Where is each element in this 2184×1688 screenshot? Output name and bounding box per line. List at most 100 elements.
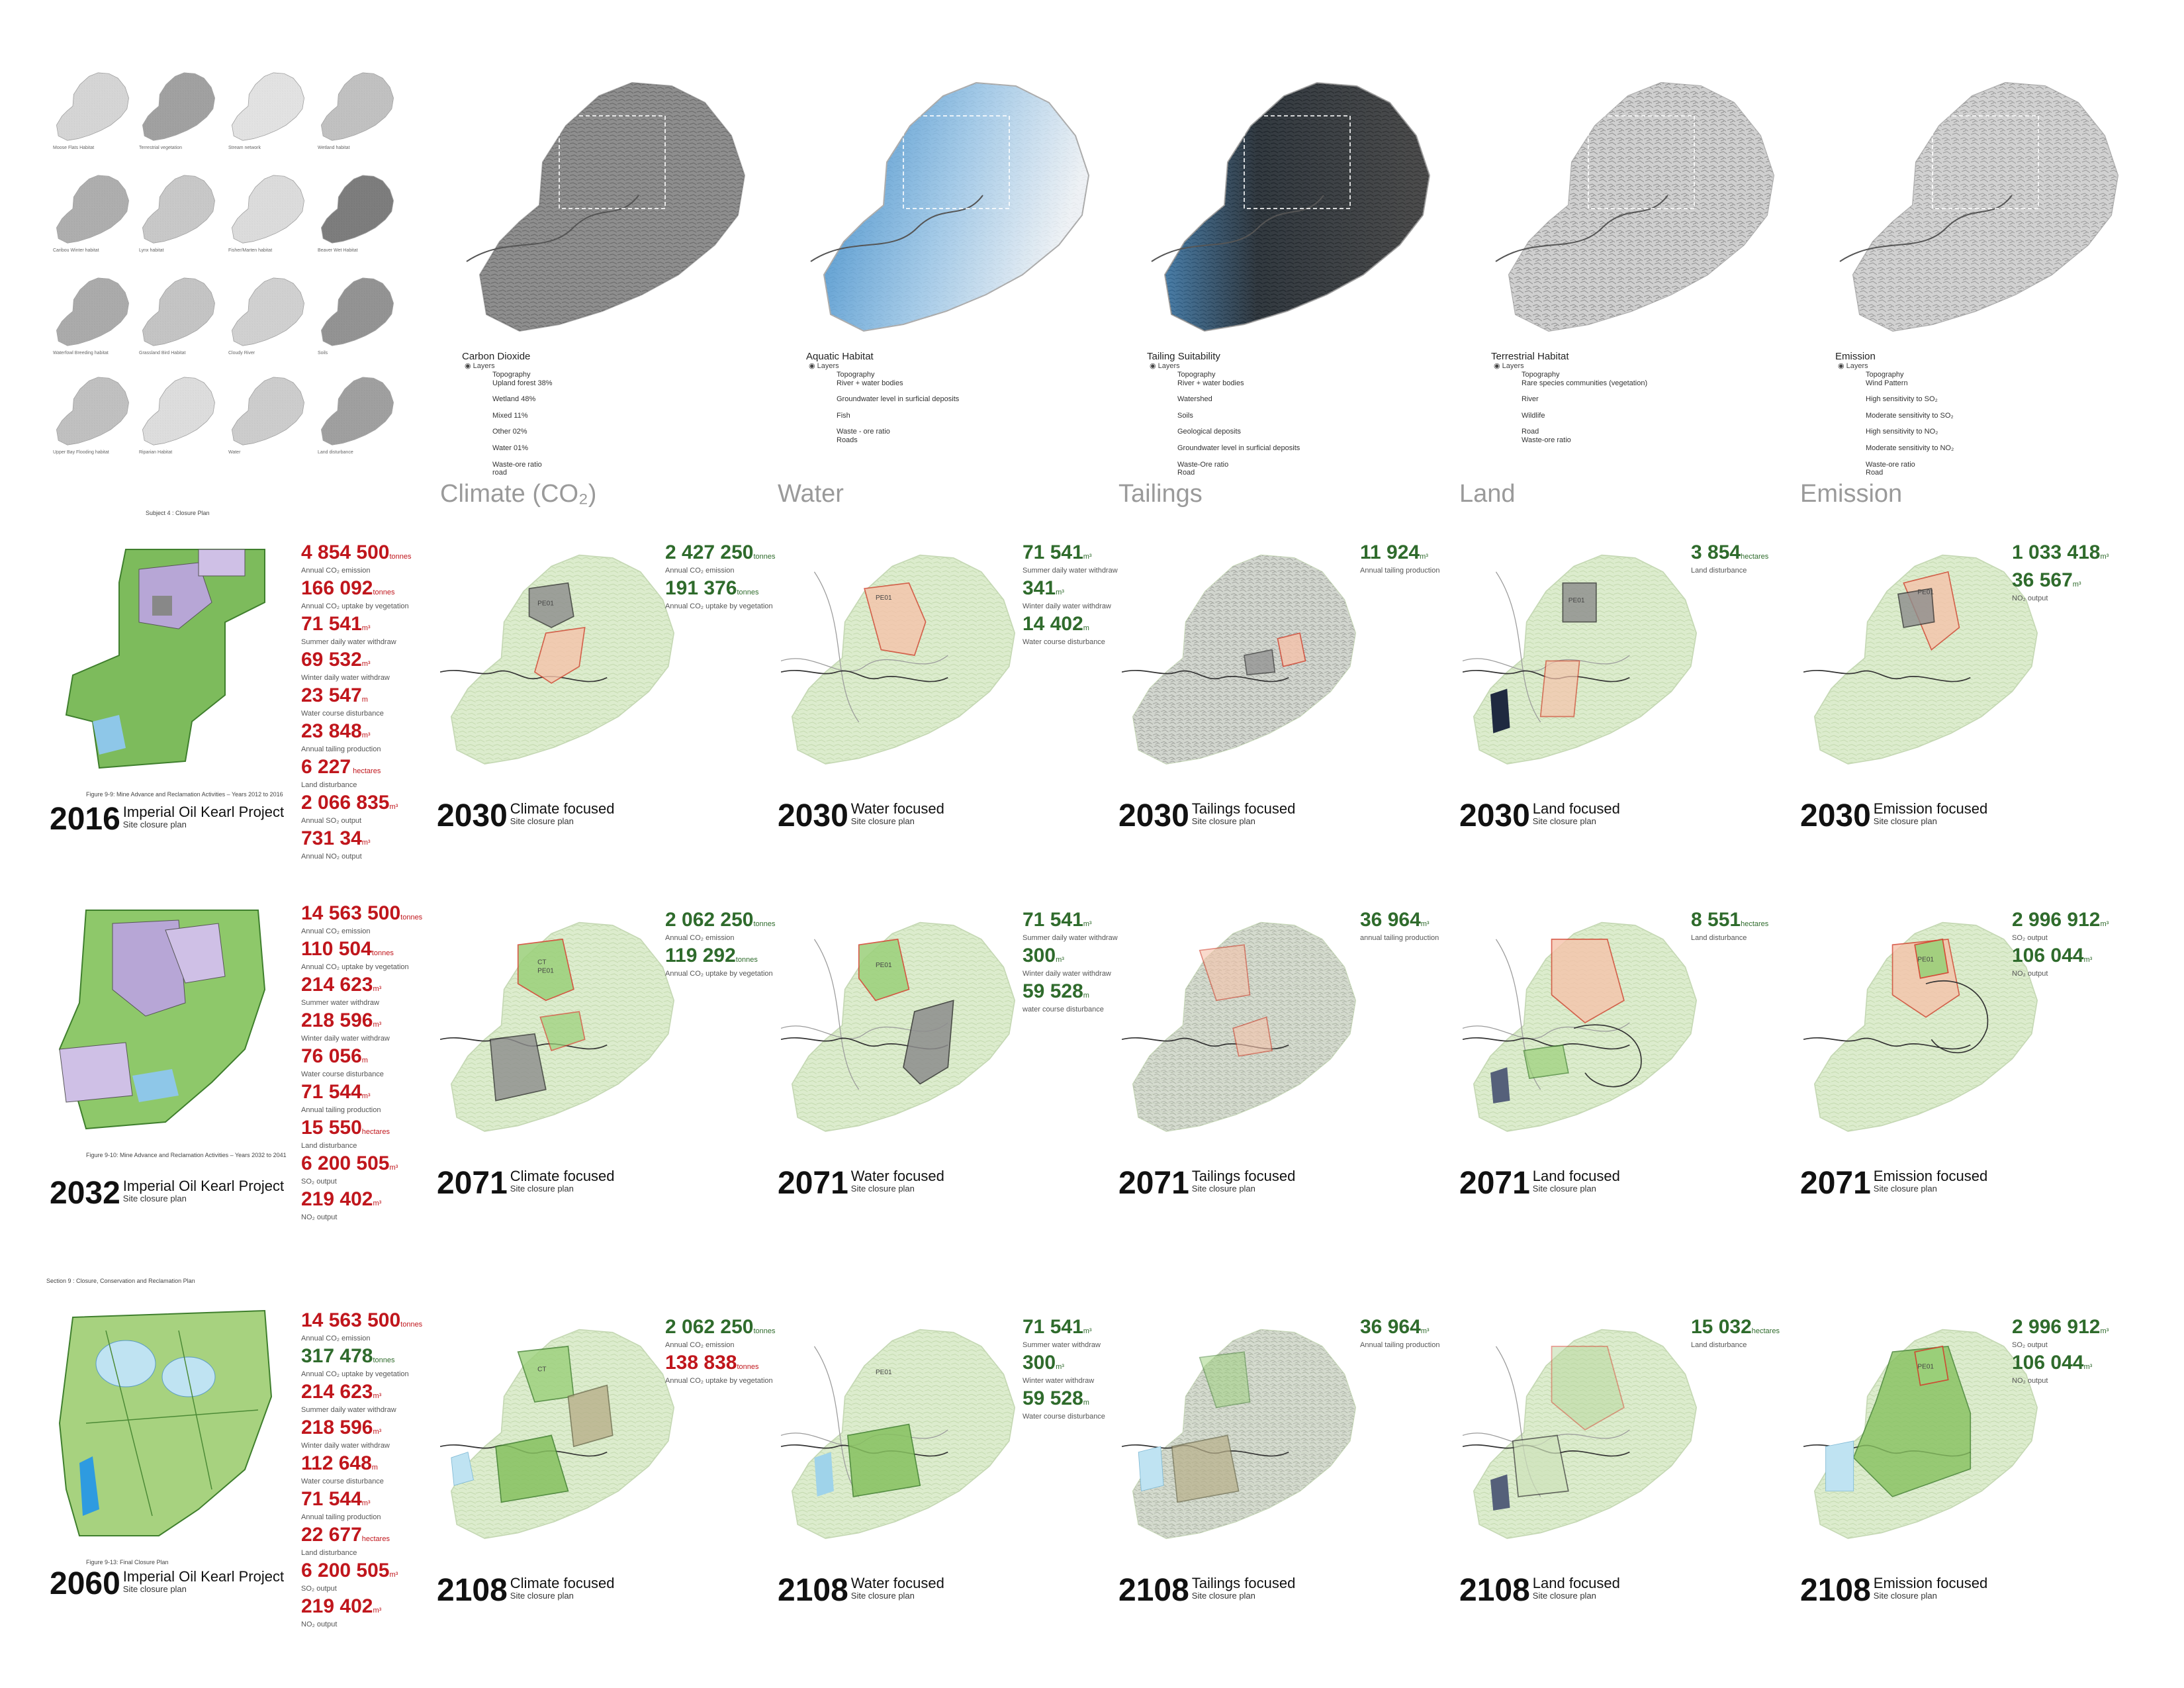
scenario-year-label: 2071 Tailings focused Site closure plan bbox=[1118, 1168, 1295, 1199]
column-title: Tailings bbox=[1118, 480, 1203, 508]
year-number: 2060 bbox=[50, 1566, 120, 1601]
scenario-title: Climate focused bbox=[510, 1575, 615, 1591]
stat-number: 23 848 bbox=[301, 720, 362, 742]
pit-label: PE01 bbox=[1917, 957, 1934, 964]
stat-number: 106 044 bbox=[2012, 1352, 2084, 1374]
scenario-map-graphic: PE01 bbox=[1463, 554, 1698, 765]
stat-number: 219 402 bbox=[301, 1595, 373, 1617]
stat-unit: m³ bbox=[361, 624, 371, 632]
scenario-map: PE01 bbox=[1803, 1297, 2048, 1562]
stat-block: 23 547m Water course disturbance bbox=[301, 686, 412, 718]
stat-block: 1 033 418m³ bbox=[2012, 543, 2109, 567]
stat-number: 59 528 bbox=[1023, 980, 1083, 1002]
legend-fine-print bbox=[837, 404, 1005, 412]
stat-number: 14 563 500 bbox=[301, 1309, 401, 1331]
stat-value: 15 032hectares bbox=[1691, 1317, 1780, 1341]
stat-value: 59 528m bbox=[1023, 1389, 1105, 1413]
pit-label: PE01 bbox=[1917, 1364, 1934, 1371]
thumbnail-caption: Beaver Wet Habitat bbox=[318, 248, 358, 253]
stat-label: Annual tailing production bbox=[1360, 567, 1440, 575]
stat-label: Annual SO₂ output bbox=[301, 817, 362, 825]
legend-layers-row: ◉ Layers bbox=[1494, 362, 1690, 371]
stat-value: 36 964m³ bbox=[1360, 910, 1439, 934]
stat-value: 14 563 500tonnes bbox=[301, 1311, 422, 1335]
layer-map bbox=[450, 63, 774, 341]
year-number: 2030 bbox=[1459, 798, 1530, 833]
stat-number: 71 541 bbox=[1023, 1316, 1083, 1338]
legend-fine-print bbox=[492, 404, 660, 412]
stat-unit: m³ bbox=[361, 1092, 371, 1100]
stat-block: 11 924m³ Annual tailing production bbox=[1360, 543, 1439, 575]
stat-number: 731 34 bbox=[301, 827, 362, 849]
stat-unit: tonnes bbox=[400, 914, 423, 921]
habitat-thumbnail: Waterfowl Breeding habitat bbox=[53, 271, 132, 364]
stat-block: 14 402m Water course disturbance bbox=[1023, 614, 1118, 647]
stat-number: 59 528 bbox=[1023, 1387, 1083, 1409]
scenario-stats: 2 996 912m³ SO₂ output 106 044m³ NO₂ output bbox=[2012, 910, 2109, 982]
year-number: 2016 bbox=[50, 802, 120, 837]
legend-item: Waste-ore ratio bbox=[492, 460, 542, 469]
stat-block: 15 550hectares Land disturbance bbox=[301, 1118, 422, 1150]
stat-label: Annual CO₂ uptake by vegetation bbox=[301, 602, 409, 610]
scenario-map-graphic bbox=[1122, 921, 1357, 1132]
scenario-title-block: Land focused Site closure plan bbox=[1533, 1168, 1620, 1194]
stat-unit: m³ bbox=[1056, 1363, 1064, 1371]
stat-value: 23 848m³ bbox=[301, 722, 412, 745]
stat-value: 219 402m³ bbox=[301, 1597, 422, 1620]
legend-items: Topography River + water bodies Watershed S… bbox=[1177, 371, 1345, 477]
scenario-title: Water focused bbox=[850, 1575, 944, 1591]
layer-map-graphic bbox=[1151, 81, 1431, 332]
legend-fine-print bbox=[1177, 387, 1345, 395]
year-number: 2030 bbox=[437, 798, 508, 833]
stat-unit: m³ bbox=[1420, 1327, 1430, 1335]
pit-label: PE01 bbox=[1569, 597, 1585, 604]
legend-item: Waste-ore ratio bbox=[1866, 460, 1915, 469]
thumbnail-map bbox=[232, 72, 304, 141]
thumbnail-caption: Caribou Winter habitat bbox=[53, 248, 99, 253]
stat-label: SO₂ output bbox=[2012, 934, 2048, 942]
year-number: 2071 bbox=[437, 1166, 508, 1201]
scenario-stats: 2 427 250tonnes Annual CO₂ emission 191 37… bbox=[665, 543, 776, 614]
scenario-title-block: Land focused Site closure plan bbox=[1533, 801, 1620, 826]
stat-label: Summer water withdraw bbox=[1023, 1341, 1101, 1349]
stat-unit: m³ bbox=[373, 1392, 382, 1400]
stat-value: 341m³ bbox=[1023, 579, 1118, 602]
scenario-year-label: 2030 Water focused Site closure plan bbox=[778, 800, 944, 832]
scenario-title: Land focused bbox=[1532, 1575, 1620, 1591]
layers-icon: ◉ bbox=[809, 362, 817, 371]
legend-fine-print bbox=[1866, 453, 2034, 461]
layers-label: Layers bbox=[817, 362, 839, 371]
stat-block: 218 596m³ Winter daily water withdraw bbox=[301, 1011, 422, 1043]
scenario-map: PE01 bbox=[1463, 523, 1707, 788]
layers-icon: ◉ bbox=[1150, 362, 1158, 371]
stat-value: 2 996 912m³ bbox=[2012, 910, 2109, 934]
scenario-map-graphic: PE01 bbox=[440, 554, 675, 765]
scenario-subtitle: Site closure plan bbox=[510, 1591, 574, 1601]
legend-item: Road bbox=[1177, 469, 1195, 477]
thumbnail-caption: Soils bbox=[318, 351, 328, 355]
stat-unit: m³ bbox=[1420, 553, 1428, 561]
closure-year-label: 2060 Imperial Oil Kearl Project Site closu… bbox=[50, 1566, 284, 1601]
legend-item: Road bbox=[1866, 469, 1884, 477]
year-number: 2032 bbox=[50, 1176, 120, 1211]
scenario-year-label: 2071 Land focused Site closure plan bbox=[1459, 1168, 1620, 1199]
stat-value: 300m³ bbox=[1023, 1353, 1105, 1377]
thumbnail-map bbox=[232, 175, 304, 244]
scenario-title-block: Climate focused Site closure plan bbox=[510, 801, 615, 826]
stat-value: 71 544m³ bbox=[301, 1082, 422, 1106]
legend-item: River + water bodies bbox=[1177, 379, 1244, 387]
stat-label: Summer daily water withdraw bbox=[301, 1406, 396, 1414]
stat-number: 76 056 bbox=[301, 1045, 362, 1067]
scenario-map: PE01 CT bbox=[440, 890, 685, 1155]
stat-unit: m³ bbox=[373, 1021, 382, 1029]
stat-unit: tonnes bbox=[371, 949, 394, 957]
stat-label: Annual CO₂ emission bbox=[665, 1341, 735, 1349]
scenario-title: Emission focused bbox=[1873, 1575, 1988, 1591]
layer-map bbox=[794, 63, 1118, 341]
stat-number: 11 924 bbox=[1360, 541, 1420, 563]
scenario-title: Land focused bbox=[1532, 1168, 1620, 1184]
closure-plan-map: Figure 9-10: Mine Advance and Reclamatio… bbox=[46, 884, 298, 1182]
legend-items: Topography Upland forest 38% Wetland 48% Mi… bbox=[492, 371, 660, 477]
project-subtitle: Site closure plan bbox=[122, 820, 187, 829]
stat-number: 2 427 250 bbox=[665, 541, 754, 563]
